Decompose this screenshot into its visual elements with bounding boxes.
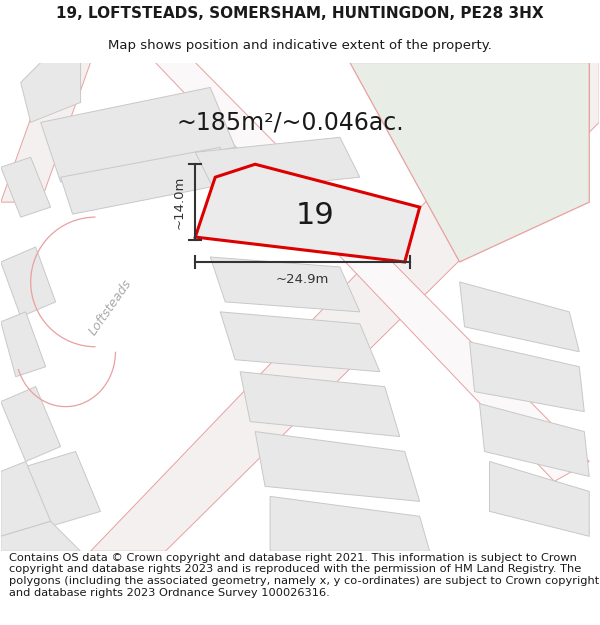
Text: ~24.9m: ~24.9m <box>276 274 329 286</box>
Polygon shape <box>26 451 101 526</box>
Polygon shape <box>1 62 91 202</box>
Polygon shape <box>1 312 46 377</box>
Polygon shape <box>255 431 419 501</box>
Polygon shape <box>155 62 589 481</box>
Polygon shape <box>490 461 589 536</box>
Polygon shape <box>1 461 50 536</box>
Polygon shape <box>21 62 80 122</box>
Polygon shape <box>41 88 235 182</box>
Text: 19, LOFTSTEADS, SOMERSHAM, HUNTINGDON, PE28 3HX: 19, LOFTSTEADS, SOMERSHAM, HUNTINGDON, P… <box>56 6 544 21</box>
Polygon shape <box>195 164 419 262</box>
Text: Contains OS data © Crown copyright and database right 2021. This information is : Contains OS data © Crown copyright and d… <box>9 552 599 598</box>
Polygon shape <box>1 247 56 317</box>
Text: Loftsteads: Loftsteads <box>86 276 134 338</box>
Polygon shape <box>195 138 360 192</box>
Text: ~14.0m: ~14.0m <box>173 176 186 229</box>
Polygon shape <box>470 342 584 412</box>
Text: Map shows position and indicative extent of the property.: Map shows position and indicative extent… <box>108 39 492 51</box>
Polygon shape <box>1 158 50 217</box>
Polygon shape <box>1 387 61 461</box>
Text: ~185m²/~0.046ac.: ~185m²/~0.046ac. <box>176 111 404 134</box>
Polygon shape <box>1 521 80 551</box>
Polygon shape <box>220 312 380 372</box>
Polygon shape <box>270 496 430 551</box>
Polygon shape <box>240 372 400 436</box>
Polygon shape <box>479 404 589 476</box>
Polygon shape <box>91 62 599 551</box>
Polygon shape <box>350 62 589 262</box>
Polygon shape <box>61 148 235 214</box>
Text: 19: 19 <box>296 201 334 229</box>
Polygon shape <box>529 62 589 122</box>
Polygon shape <box>460 282 579 352</box>
Polygon shape <box>210 257 360 312</box>
